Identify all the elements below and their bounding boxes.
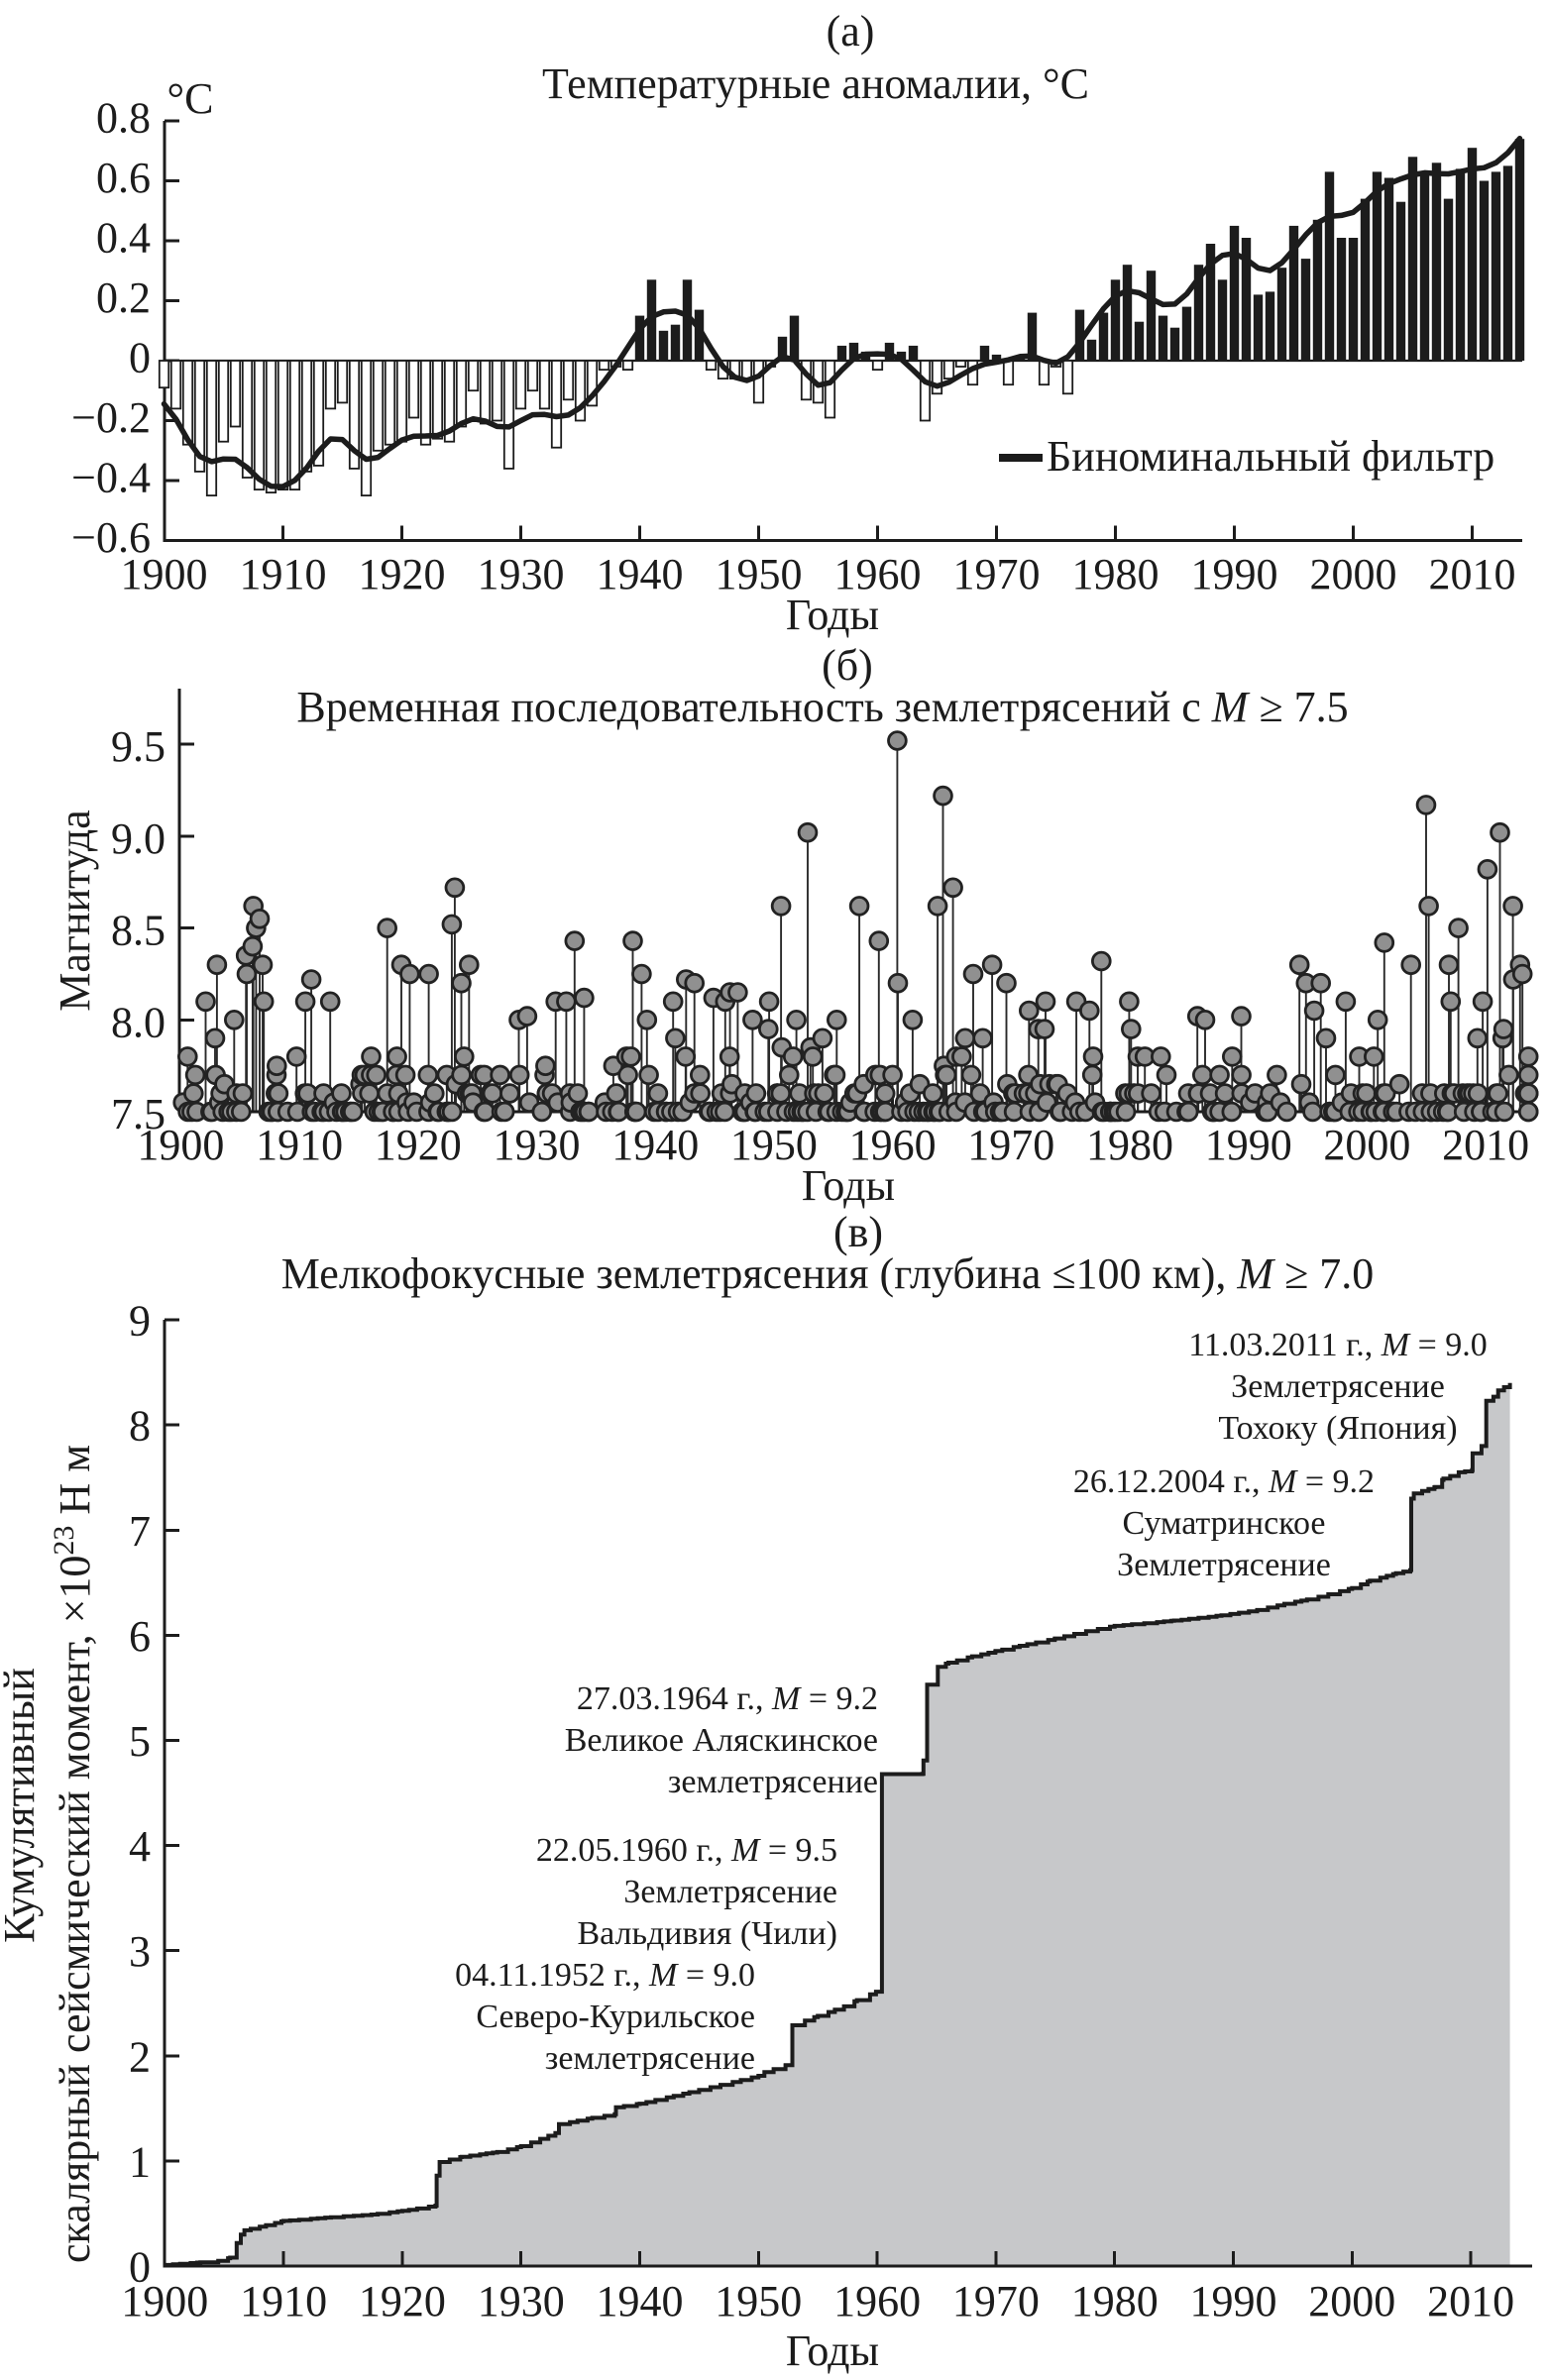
svg-text:22.05.1960 г., M = 9.5: 22.05.1960 г., M = 9.5 [536, 1832, 837, 1869]
svg-text:8: 8 [129, 1402, 151, 1451]
svg-text:1900: 1900 [121, 550, 208, 598]
svg-text:0: 0 [129, 334, 151, 382]
svg-text:1980: 1980 [1072, 550, 1160, 598]
svg-text:1990: 1990 [1190, 2277, 1277, 2326]
svg-text:землетрясение: землетрясение [545, 2040, 755, 2077]
svg-text:1930: 1930 [478, 2277, 565, 2326]
svg-text:9.0: 9.0 [111, 814, 166, 863]
svg-text:1940: 1940 [611, 1121, 699, 1169]
svg-text:0: 0 [129, 2243, 151, 2292]
svg-text:2010: 2010 [1429, 550, 1516, 598]
svg-text:1950: 1950 [716, 550, 803, 598]
svg-text:Температурные аномалии, °С: Температурные аномалии, °С [542, 59, 1089, 108]
svg-text:1960: 1960 [833, 2277, 921, 2326]
svg-text:2000: 2000 [1308, 2277, 1395, 2326]
svg-text:Тохоку (Япония): Тохоку (Япония) [1218, 1410, 1457, 1447]
svg-text:2000: 2000 [1323, 1121, 1410, 1169]
svg-text:Великое Аляскинское: Великое Аляскинское [565, 1722, 878, 1759]
svg-text:5: 5 [129, 1717, 151, 1766]
svg-text:1900: 1900 [137, 1121, 224, 1169]
svg-text:1910: 1910 [240, 2277, 327, 2326]
svg-text:1940: 1940 [597, 550, 684, 598]
svg-text:1950: 1950 [715, 2277, 802, 2326]
svg-text:27.03.1964 г., M = 9.2: 27.03.1964 г., M = 9.2 [577, 1680, 878, 1717]
svg-text:1960: 1960 [834, 550, 922, 598]
svg-text:0.8: 0.8 [96, 94, 151, 143]
svg-text:Биноминальный фильтр: Биноминальный фильтр [1047, 432, 1494, 481]
svg-text:3: 3 [129, 1927, 151, 1976]
svg-text:2010: 2010 [1427, 2277, 1514, 2326]
svg-text:1920: 1920 [359, 2277, 446, 2326]
svg-text:−0.4: −0.4 [71, 454, 151, 502]
svg-text:2000: 2000 [1310, 550, 1397, 598]
svg-text:Землетрясение: Землетрясение [623, 1874, 837, 1910]
svg-text:1980: 1980 [1071, 2277, 1159, 2326]
svg-text:2: 2 [129, 2032, 151, 2081]
svg-text:1940: 1940 [597, 2277, 684, 2326]
svg-text:1930: 1930 [478, 550, 565, 598]
svg-text:1910: 1910 [256, 1121, 343, 1169]
svg-text:04.11.1952 г., M = 9.0: 04.11.1952 г., M = 9.0 [455, 1957, 755, 1994]
svg-text:Временная последовательность з: Временная последовательность землетрясен… [296, 683, 1348, 731]
svg-text:1930: 1930 [494, 1121, 581, 1169]
svg-text:9.5: 9.5 [111, 722, 166, 771]
svg-text:(а): (а) [827, 7, 875, 55]
svg-text:Северо-Курильское: Северо-Курильское [476, 1999, 755, 2035]
svg-text:1960: 1960 [849, 1121, 937, 1169]
svg-text:1910: 1910 [240, 550, 327, 598]
svg-text:1980: 1980 [1086, 1121, 1173, 1169]
svg-text:26.12.2004 г., M = 9.2: 26.12.2004 г., M = 9.2 [1073, 1463, 1375, 1500]
svg-text:Землетрясение: Землетрясение [1231, 1368, 1445, 1405]
svg-text:−0.6: −0.6 [71, 513, 151, 562]
svg-text:1920: 1920 [375, 1121, 462, 1169]
svg-text:Мелкофокусные землетрясения (г: Мелкофокусные землетрясения (глубина ≤10… [281, 1249, 1374, 1298]
svg-text:1920: 1920 [359, 550, 446, 598]
svg-text:11.03.2011 г., M = 9.0: 11.03.2011 г., M = 9.0 [1188, 1327, 1488, 1363]
svg-text:1970: 1970 [952, 2277, 1040, 2326]
svg-text:8.5: 8.5 [111, 907, 166, 955]
svg-text:Годы: Годы [786, 591, 879, 639]
svg-text:1950: 1950 [730, 1121, 818, 1169]
svg-text:1900: 1900 [121, 2277, 208, 2326]
svg-text:1990: 1990 [1205, 1121, 1292, 1169]
svg-text:7.5: 7.5 [111, 1090, 166, 1138]
svg-text:7: 7 [129, 1507, 151, 1556]
svg-text:(б): (б) [822, 641, 873, 690]
svg-text:0.6: 0.6 [96, 154, 151, 202]
svg-text:Магнитуда: Магнитуда [51, 810, 99, 1012]
svg-text:Годы: Годы [786, 2326, 879, 2375]
svg-text:Суматринское: Суматринское [1123, 1505, 1326, 1542]
svg-text:(в): (в) [833, 1208, 883, 1256]
svg-text:0.4: 0.4 [96, 214, 151, 263]
svg-text:9: 9 [129, 1297, 151, 1346]
svg-text:1970: 1970 [953, 550, 1041, 598]
svg-text:6: 6 [129, 1612, 151, 1661]
svg-text:−0.2: −0.2 [71, 393, 151, 442]
svg-text:Землетрясение: Землетрясение [1117, 1547, 1331, 1583]
svg-text:2010: 2010 [1442, 1121, 1529, 1169]
svg-text:Годы: Годы [802, 1161, 895, 1210]
svg-text:4: 4 [129, 1822, 151, 1871]
svg-text:0.2: 0.2 [96, 273, 151, 322]
svg-text:Кумулятивный: Кумулятивный [0, 1668, 44, 1943]
svg-text:1990: 1990 [1191, 550, 1278, 598]
svg-text:землетрясение: землетрясение [668, 1764, 878, 1800]
svg-text:1970: 1970 [967, 1121, 1054, 1169]
svg-text:°С: °С [167, 74, 214, 123]
svg-text:1: 1 [129, 2137, 151, 2186]
svg-text:Вальдивия (Чили): Вальдивия (Чили) [577, 1915, 837, 1952]
svg-text:8.0: 8.0 [111, 998, 166, 1046]
svg-text:скалярный сейсмический момент,: скалярный сейсмический момент, ×1023 Н м [48, 1445, 99, 2263]
